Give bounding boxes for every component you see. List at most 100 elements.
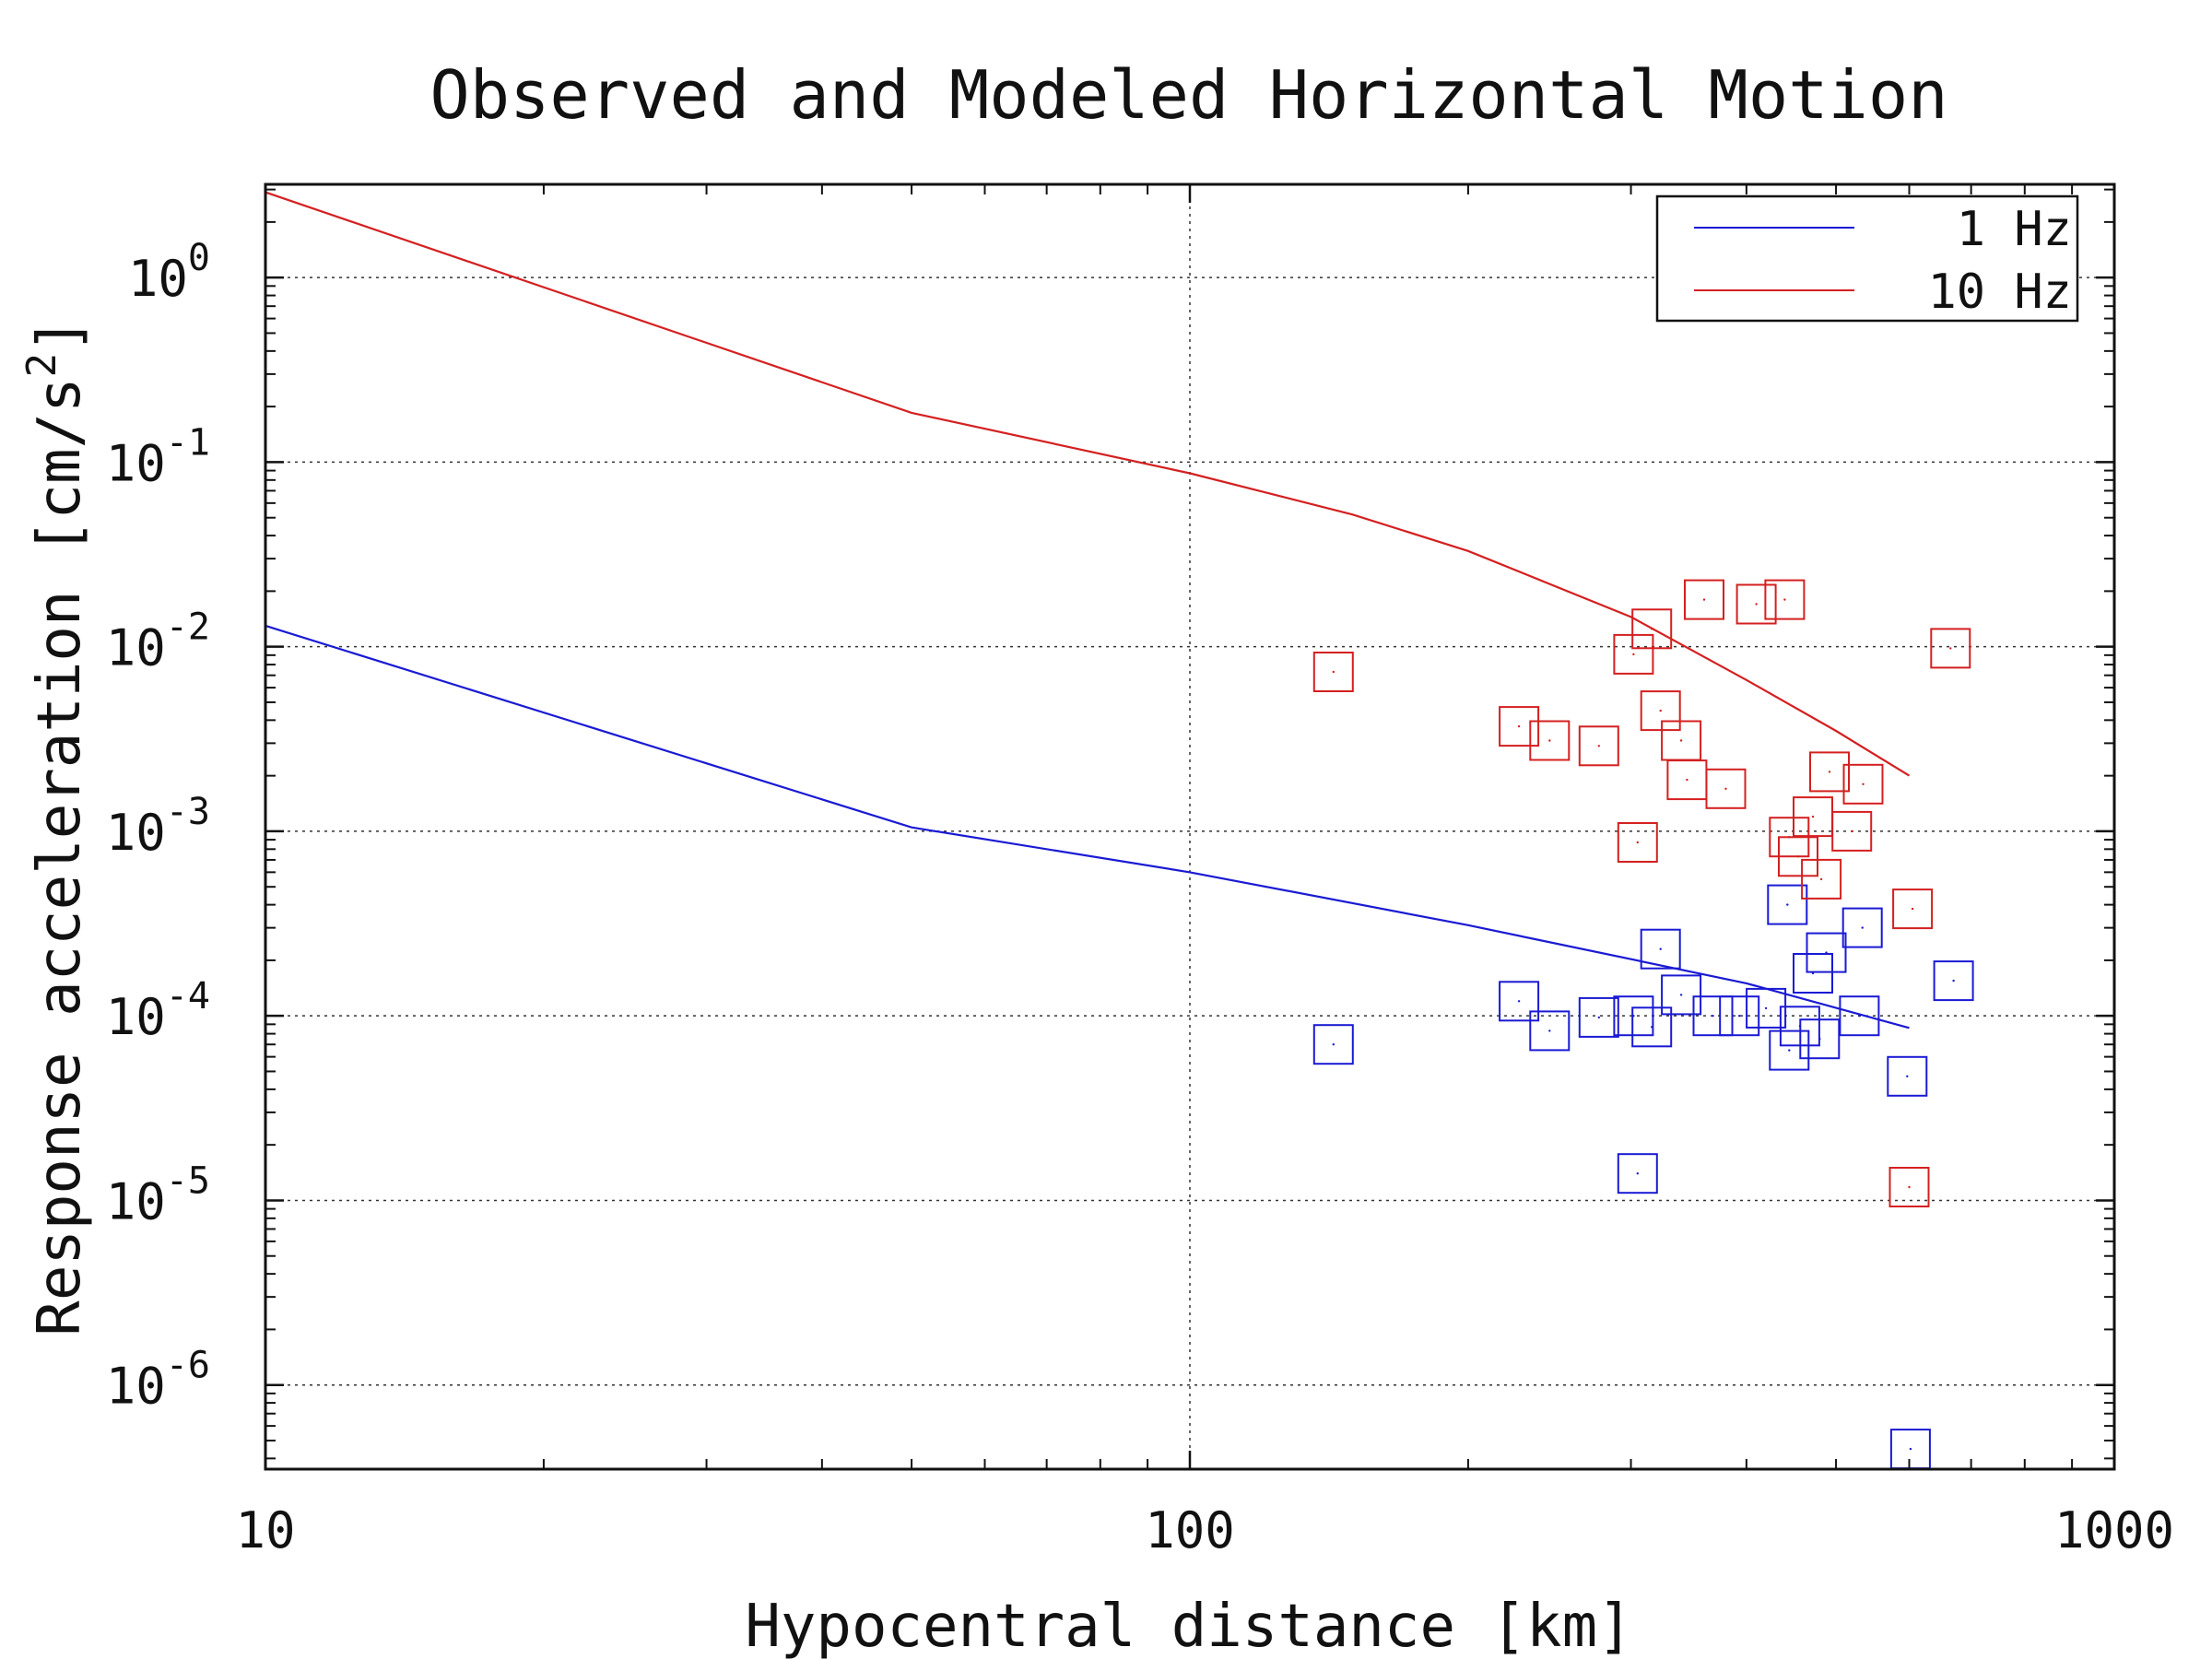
observed-point-1hz bbox=[1887, 1055, 1928, 1097]
y-tick-label: 10-6 bbox=[106, 1345, 210, 1416]
observed-point-10hz bbox=[1705, 768, 1747, 809]
observed-point-10hz bbox=[1930, 628, 1971, 669]
observed-point-center-1hz bbox=[1332, 1043, 1335, 1046]
y-tick-base: 10 bbox=[106, 434, 166, 492]
y-tick-exponent: -2 bbox=[166, 606, 210, 649]
observed-point-10hz bbox=[1764, 579, 1806, 620]
observed-point-center-1hz bbox=[1764, 1006, 1768, 1010]
observed-point-center-10hz bbox=[1517, 724, 1521, 728]
observed-point-center-1hz bbox=[1909, 1447, 1912, 1451]
observed-point-center-10hz bbox=[1332, 670, 1335, 674]
observed-point-1hz bbox=[1617, 1153, 1658, 1194]
observed-point-10hz bbox=[1631, 608, 1673, 650]
observed-point-1hz bbox=[1769, 1030, 1810, 1071]
observed-point-1hz bbox=[1719, 995, 1760, 1037]
observed-point-10hz bbox=[1735, 583, 1777, 625]
observed-point-10hz bbox=[1617, 822, 1658, 863]
x-tick-label: 100 bbox=[1145, 1501, 1235, 1559]
y-tick-label: 10-3 bbox=[106, 791, 210, 862]
observed-point-1hz bbox=[1578, 996, 1619, 1038]
observed-point-center-10hz bbox=[1783, 598, 1786, 601]
y-axis-label-main: Response acceleration [cm/s bbox=[26, 377, 94, 1335]
observed-point-center-1hz bbox=[1788, 1049, 1791, 1052]
observed-point-1hz bbox=[1312, 1024, 1354, 1065]
observed-point-center-10hz bbox=[1679, 739, 1683, 742]
legend-label-10hz: 10 Hz bbox=[1927, 265, 2072, 320]
observed-point-10hz bbox=[1801, 858, 1842, 900]
y-tick-base: 10 bbox=[106, 1172, 166, 1230]
observed-point-1hz bbox=[1499, 981, 1540, 1022]
observed-point-center-1hz bbox=[1659, 947, 1662, 950]
observed-point-center-1hz bbox=[1786, 903, 1789, 906]
plot-series bbox=[265, 191, 1974, 1470]
observed-point-center-10hz bbox=[1636, 841, 1640, 844]
observed-point-1hz bbox=[1692, 995, 1734, 1037]
observed-point-center-1hz bbox=[1818, 1038, 1821, 1041]
observed-point-10hz bbox=[1578, 725, 1619, 767]
observed-point-10hz bbox=[1529, 720, 1571, 761]
x-tick-label: 10 bbox=[235, 1501, 295, 1559]
observed-point-1hz bbox=[1746, 987, 1787, 1029]
observed-point-center-1hz bbox=[1858, 1015, 1861, 1018]
observed-point-1hz bbox=[1767, 884, 1808, 925]
observed-point-center-1hz bbox=[1825, 951, 1828, 954]
y-tick-exponent: -6 bbox=[166, 1345, 210, 1387]
observed-point-center-10hz bbox=[1811, 815, 1815, 818]
observed-point-center-10hz bbox=[1828, 771, 1831, 773]
observed-point-center-10hz bbox=[1548, 739, 1551, 742]
observed-point-10hz bbox=[1640, 690, 1681, 732]
observed-point-center-1hz bbox=[1738, 1015, 1741, 1018]
observed-point-1hz bbox=[1631, 1006, 1673, 1048]
observed-point-1hz bbox=[1640, 928, 1681, 970]
x-axis-label: Hypocentral distance [km] bbox=[745, 1593, 1632, 1659]
observed-point-center-1hz bbox=[1517, 1000, 1521, 1003]
observed-point-1hz bbox=[1841, 907, 1883, 948]
y-tick-exponent: -5 bbox=[166, 1159, 210, 1202]
observed-point-1hz bbox=[1839, 995, 1880, 1037]
y-tick-base: 10 bbox=[128, 250, 188, 308]
observed-point-1hz bbox=[1933, 960, 1974, 1002]
observed-point-center-10hz bbox=[1702, 598, 1706, 601]
observed-point-center-10hz bbox=[1632, 653, 1635, 656]
y-tick-exponent: -1 bbox=[166, 421, 210, 464]
observed-point-center-10hz bbox=[1796, 855, 1800, 858]
legend: 1 Hz 10 Hz bbox=[1655, 194, 2079, 323]
observed-point-center-10hz bbox=[1651, 628, 1653, 630]
observed-point-10hz bbox=[1809, 751, 1850, 793]
legend-box bbox=[1655, 194, 2079, 323]
y-tick-label: 10-1 bbox=[106, 421, 210, 492]
observed-point-10hz bbox=[1312, 652, 1354, 692]
observed-point-center-1hz bbox=[1548, 1030, 1551, 1032]
observed-point-1hz bbox=[1799, 1018, 1841, 1060]
observed-point-10hz bbox=[1831, 810, 1873, 852]
y-tick-label: 10-4 bbox=[106, 975, 210, 1046]
observed-point-center-10hz bbox=[1686, 778, 1688, 782]
observed-point-center-10hz bbox=[1851, 830, 1853, 833]
observed-point-10hz bbox=[1892, 888, 1934, 930]
observed-point-10hz bbox=[1613, 633, 1654, 675]
y-tick-exponent: 0 bbox=[188, 237, 210, 279]
observed-point-center-1hz bbox=[1636, 1172, 1640, 1175]
legend-label-1hz: 1 Hz bbox=[1957, 202, 2072, 257]
observed-point-center-1hz bbox=[1952, 979, 1955, 982]
grid bbox=[265, 184, 2114, 1469]
chart-title: Observed and Modeled Horizontal Motion bbox=[429, 56, 1947, 134]
y-tick-label: 10-5 bbox=[106, 1159, 210, 1230]
observed-point-center-10hz bbox=[1949, 647, 1952, 650]
observed-point-center-1hz bbox=[1712, 1015, 1714, 1018]
y-tick-label: 10-2 bbox=[106, 606, 210, 677]
observed-point-center-10hz bbox=[1597, 745, 1601, 747]
model-line-10hz bbox=[265, 191, 1911, 777]
y-tick-base: 10 bbox=[106, 988, 166, 1046]
observed-point-center-1hz bbox=[1651, 1026, 1653, 1029]
y-tick-base: 10 bbox=[106, 1358, 166, 1416]
observed-point-1hz bbox=[1661, 974, 1702, 1016]
observed-point-1hz bbox=[1806, 932, 1847, 973]
observed-point-center-1hz bbox=[1679, 994, 1683, 996]
observed-point-center-10hz bbox=[1755, 603, 1758, 606]
observed-point-10hz bbox=[1684, 579, 1724, 620]
y-tick-label: 100 bbox=[128, 237, 210, 308]
model-line-1hz bbox=[265, 624, 1910, 1030]
